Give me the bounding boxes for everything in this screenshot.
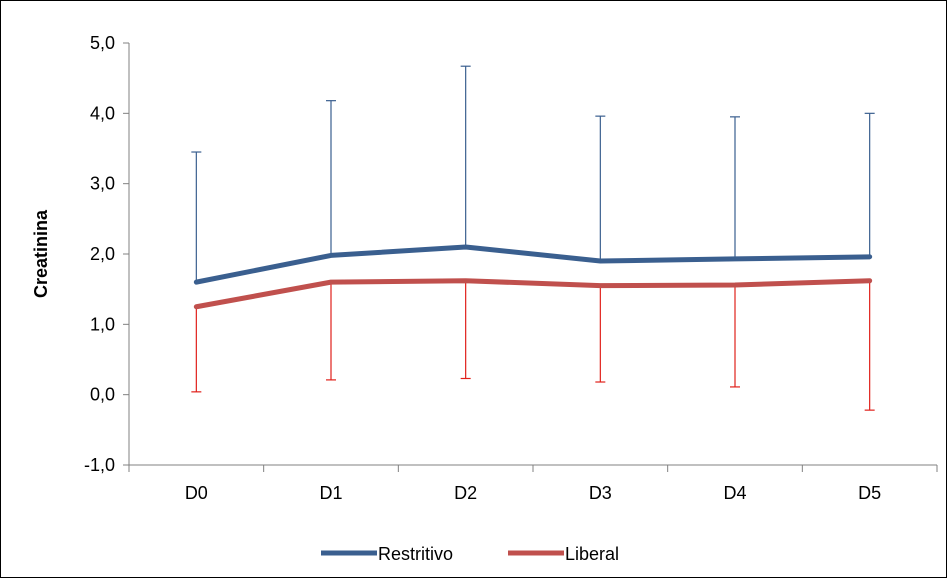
x-axis: D0 D1 D2 D3 D4 D5 xyxy=(128,464,938,503)
legend-label-restritivo: Restritivo xyxy=(378,544,453,564)
x-tick-label: D0 xyxy=(185,483,208,503)
legend-label-liberal: Liberal xyxy=(565,544,619,564)
y-tick-label: 0,0 xyxy=(90,385,115,405)
y-tick-label: 2,0 xyxy=(90,244,115,264)
legend: Restritivo Liberal xyxy=(321,544,619,564)
y-tick-label: 5,0 xyxy=(90,33,115,53)
series-lines xyxy=(193,244,873,310)
x-tick-label: D3 xyxy=(589,483,612,503)
series-line-restritivo xyxy=(193,244,873,285)
x-tick-label: D4 xyxy=(723,483,746,503)
y-tick-label: -1,0 xyxy=(84,455,115,475)
series-line-liberal xyxy=(193,278,873,310)
error-bars xyxy=(191,65,875,411)
y-tick-label: 3,0 xyxy=(90,174,115,194)
x-tick-label: D2 xyxy=(454,483,477,503)
x-tick-label: D1 xyxy=(319,483,342,503)
y-tick-label: 4,0 xyxy=(90,103,115,123)
y-axis-title: Creatinina xyxy=(31,209,51,298)
y-tick-label: 1,0 xyxy=(90,314,115,334)
x-tick-label: D5 xyxy=(858,483,881,503)
y-axis: -1,0 0,0 1,0 2,0 3,0 4,0 5,0 xyxy=(84,33,130,475)
